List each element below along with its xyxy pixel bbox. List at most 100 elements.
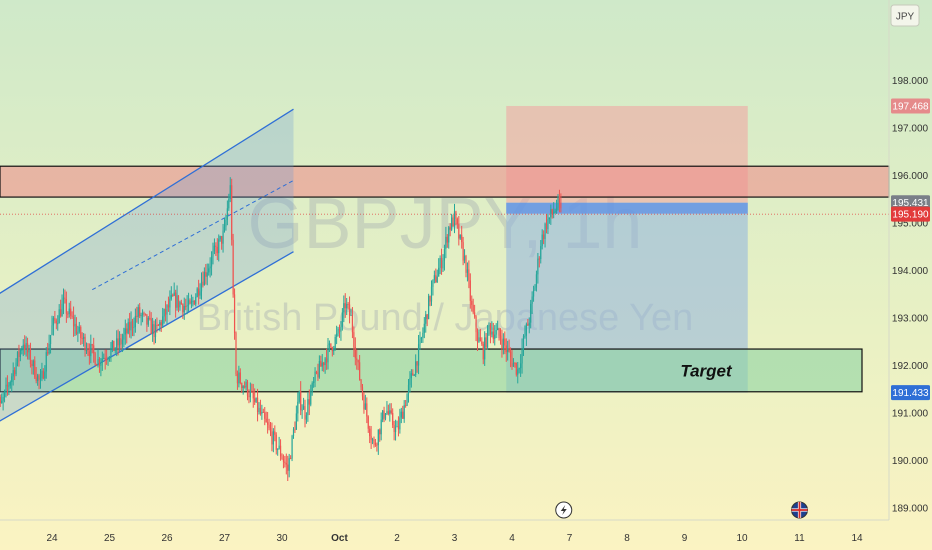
candle-body [489, 325, 492, 335]
candle-body [264, 412, 266, 419]
currency-badge-box[interactable] [890, 4, 920, 27]
support-zone[interactable] [0, 348, 863, 393]
candle-body [415, 361, 417, 375]
x-tick-label: 9 [682, 533, 688, 544]
candle-body [93, 345, 95, 354]
candle-body [320, 360, 322, 367]
time-axis[interactable]: 24 25 26 27 30 Oct 2 3 4 7 8 9 10 11 14 [46, 533, 863, 544]
candle-body [170, 295, 172, 299]
candle-body [555, 207, 558, 211]
candle-body [290, 458, 292, 460]
candle-body [436, 276, 438, 283]
candle-body [81, 338, 83, 340]
candle-body [124, 328, 126, 335]
candle-body [274, 431, 276, 435]
candle-body [113, 340, 115, 351]
candle-body [416, 361, 418, 366]
candle-body [64, 297, 66, 300]
x-tick-label: 10 [736, 533, 748, 544]
price-axis[interactable]: 189.000 190.000 191.000 192.000 193.000 194.0… [892, 76, 929, 514]
candle-body [133, 327, 135, 329]
currency-badge[interactable]: JPY [890, 4, 920, 27]
candle-body [259, 407, 262, 414]
candle-body [205, 271, 207, 277]
channel-mid-line[interactable] [92, 180, 294, 291]
candle-body [65, 299, 67, 314]
candle-body [438, 267, 440, 277]
candle-body [278, 445, 280, 449]
candle-body [410, 373, 412, 379]
candle-body [482, 343, 484, 360]
candle-body [407, 384, 410, 395]
candle-body [498, 328, 500, 336]
candle-body [484, 337, 486, 360]
candle-body [152, 324, 154, 335]
uk-flag-red-v [798, 502, 801, 518]
candle-body [439, 257, 441, 268]
candle-body [252, 391, 254, 399]
candle-body [26, 343, 29, 353]
candle-body [548, 217, 550, 220]
candle-body [412, 373, 414, 376]
candle-body [51, 325, 53, 335]
candle-body [18, 351, 20, 357]
candle-body [269, 427, 272, 432]
channel-upper-line[interactable] [0, 108, 294, 300]
candle-body [321, 362, 323, 367]
candle-body [126, 328, 128, 334]
candle-body [272, 431, 274, 445]
candle-body [258, 407, 260, 412]
candle-body [285, 462, 287, 465]
candle-body [41, 370, 43, 379]
candle-body [553, 212, 555, 214]
candle-body [417, 344, 420, 366]
lightning-icon[interactable] [555, 501, 573, 519]
candle-body [206, 272, 208, 277]
candle-body [134, 315, 136, 328]
candle-body [80, 326, 82, 339]
y-tick-label: 194.000 [892, 266, 929, 277]
candle-body [143, 312, 145, 314]
candle-body [557, 196, 559, 208]
candle-body [255, 397, 257, 402]
x-tick-label: 3 [452, 533, 458, 544]
candle-body [67, 313, 69, 315]
candle-body [287, 464, 289, 471]
candle-body [186, 305, 188, 307]
candle-body [538, 258, 540, 260]
candle-body [110, 347, 112, 357]
candle-body [140, 315, 142, 317]
candle-body [377, 429, 379, 446]
candle-body [527, 324, 529, 326]
uk-flag-icon[interactable] [791, 501, 808, 519]
candle-body [137, 307, 139, 317]
candle-body [313, 381, 315, 383]
candle-body [5, 384, 7, 391]
candle-body [94, 353, 96, 365]
candle-body [363, 396, 365, 410]
candle-body [545, 223, 548, 230]
candle-body [37, 375, 39, 381]
candle-body [202, 281, 204, 286]
candle-body [16, 351, 19, 363]
candle-body [304, 406, 306, 420]
candle-body [24, 344, 26, 350]
channel-lower-line[interactable] [0, 251, 294, 428]
candle-body [521, 348, 523, 364]
candle-body [394, 426, 397, 433]
candle-body [228, 199, 230, 209]
candle-body [403, 405, 405, 419]
candle-body [380, 419, 382, 435]
candle-body [129, 322, 131, 331]
candle-body [324, 358, 326, 366]
candle-body [28, 348, 30, 353]
candle-body [106, 359, 108, 361]
event-markers[interactable] [555, 501, 808, 519]
resistance-zone[interactable] [0, 165, 890, 198]
x-tick-label: 11 [794, 533, 805, 544]
candle-body [208, 268, 210, 273]
candle-body [325, 358, 328, 363]
candle-body [317, 372, 319, 378]
candle-body [190, 301, 193, 304]
